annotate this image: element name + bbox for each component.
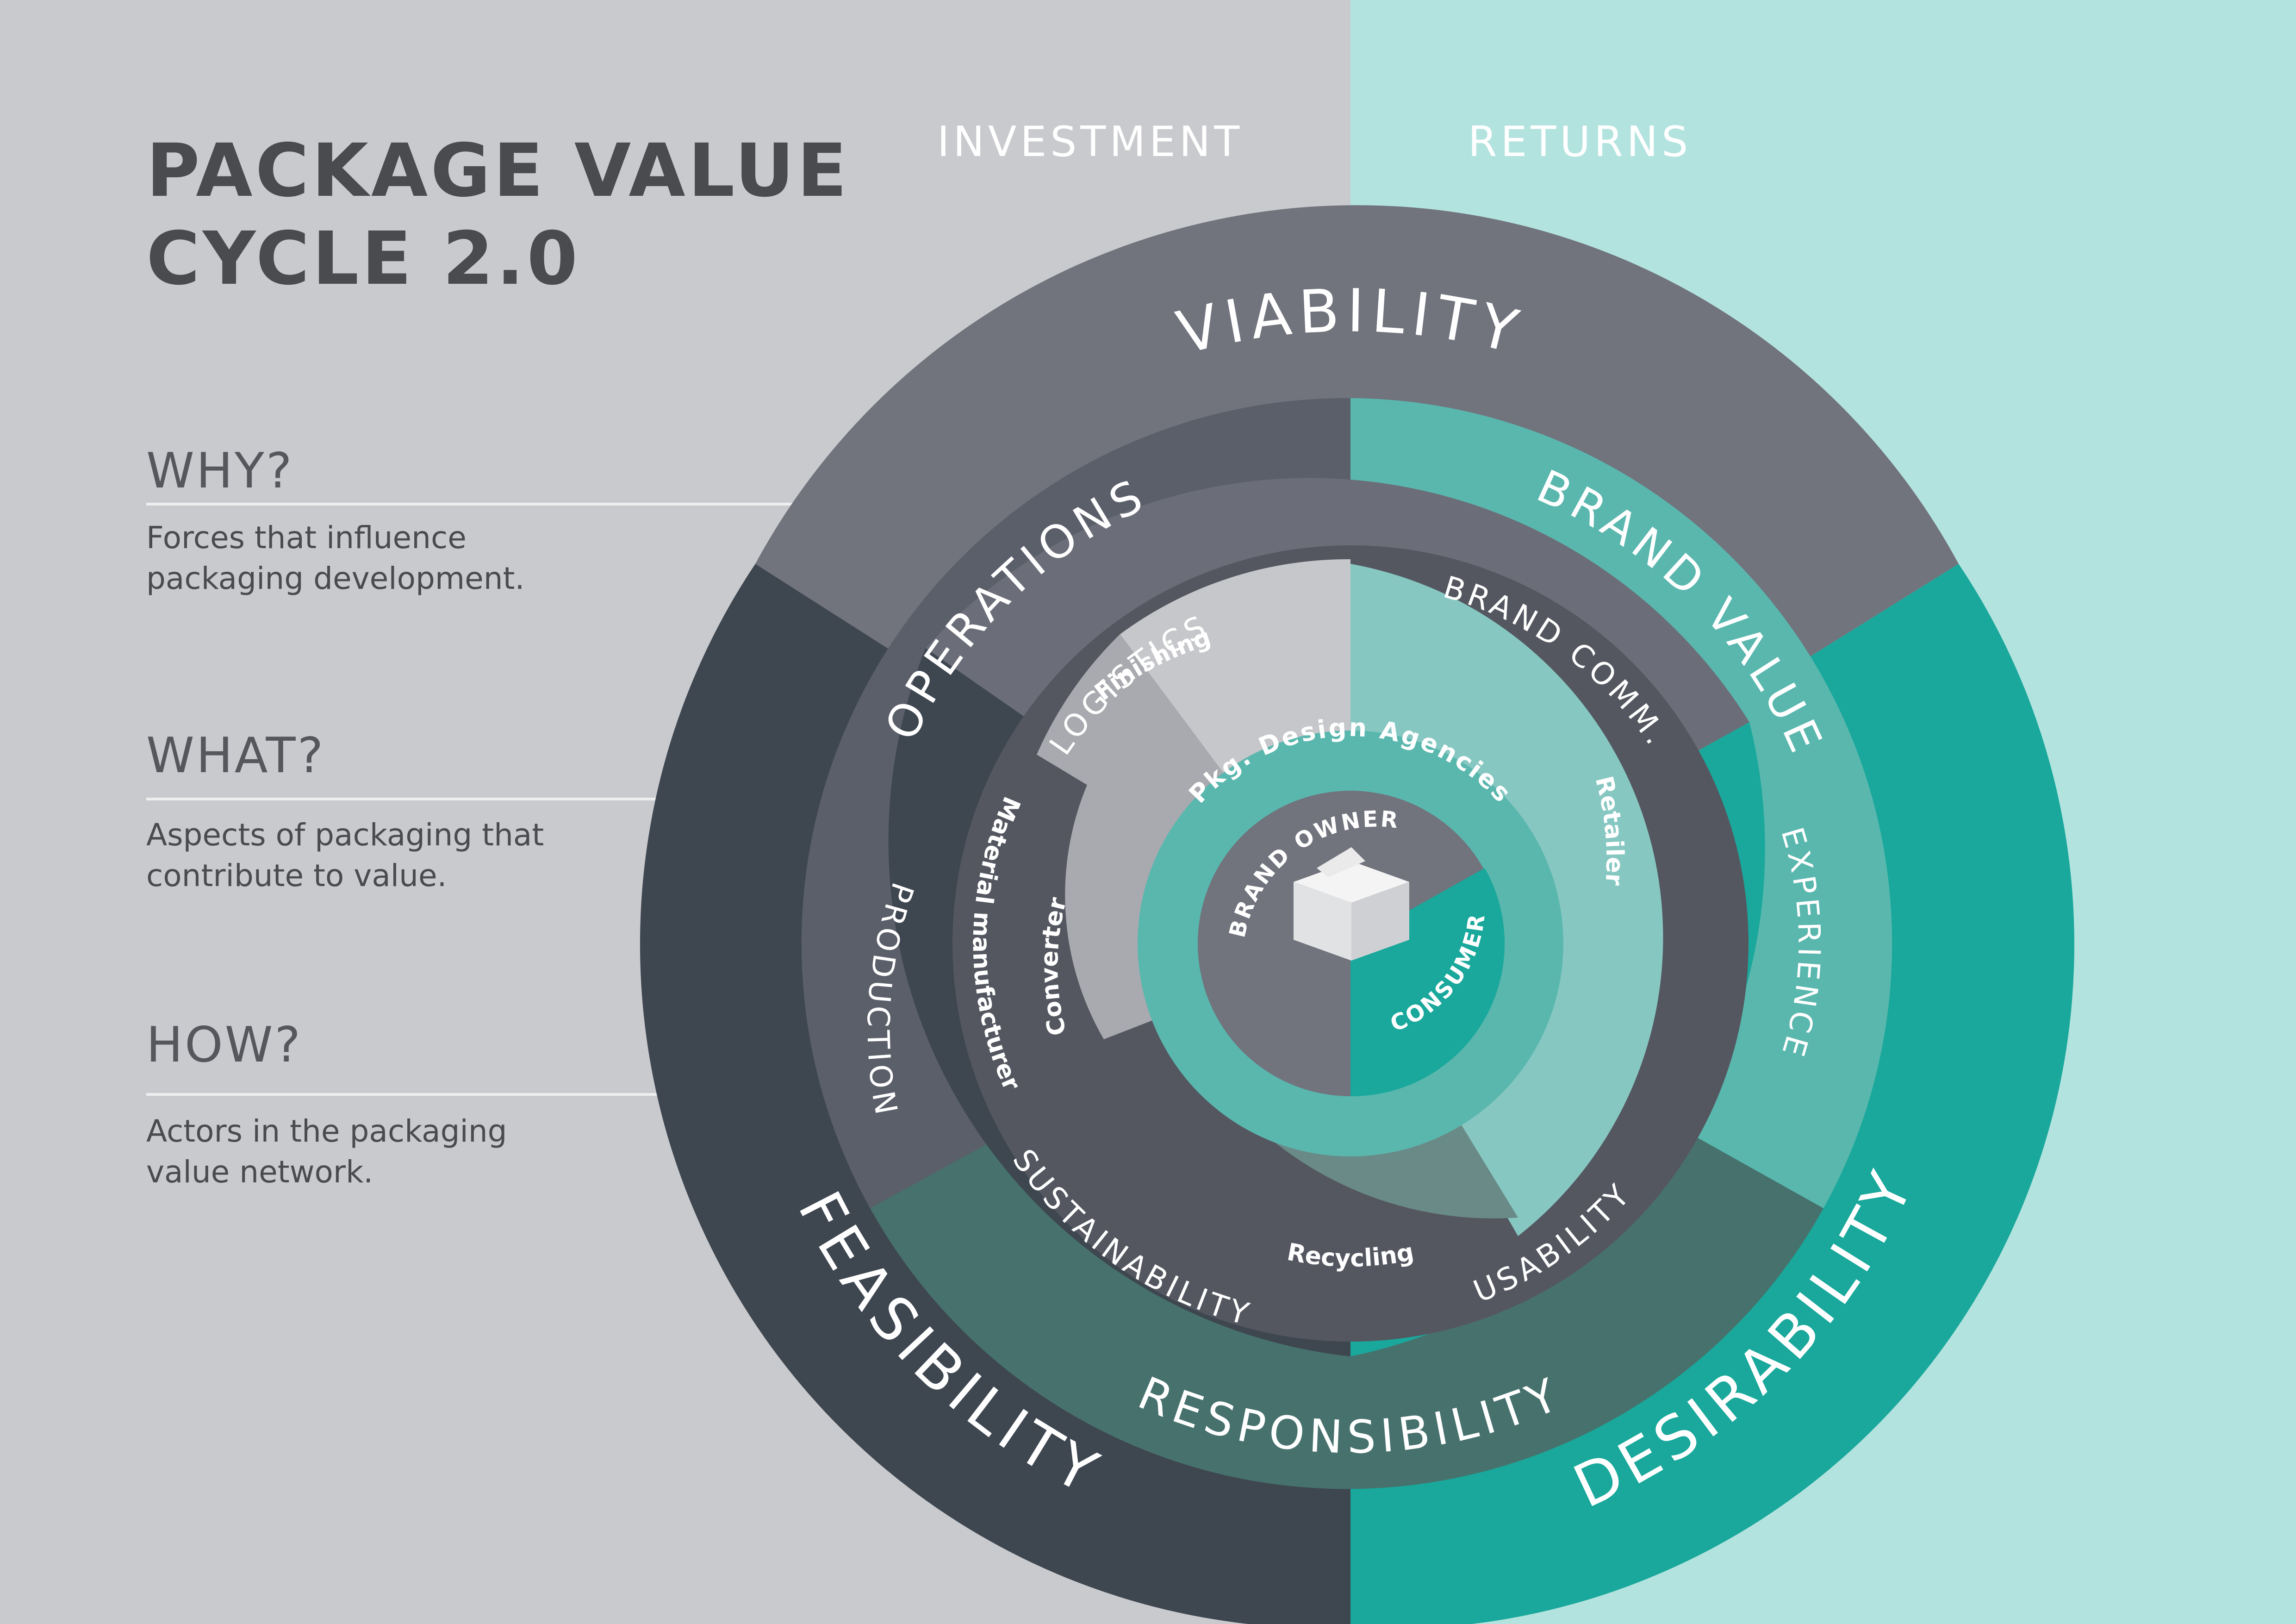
page-title-line-1: PACKAGE VALUE: [146, 128, 850, 213]
how-heading: HOW?: [146, 1017, 303, 1073]
why-rule: [146, 503, 801, 506]
what-heading: WHAT?: [146, 727, 325, 784]
why-description: Forces that influence packaging developme…: [146, 520, 525, 596]
returns-heading: RETURNS: [1468, 118, 1692, 166]
page-title-line-2: CYCLE 2.0: [146, 216, 581, 301]
how-description: Actors in the packaging value network.: [146, 1113, 507, 1190]
what-description: Aspects of packaging that contribute to v…: [146, 817, 544, 893]
investment-heading: INVESTMENT: [937, 118, 1244, 166]
package-box-icon: [1294, 847, 1409, 961]
how-rule: [146, 1093, 1049, 1096]
why-heading: WHY?: [146, 443, 294, 499]
what-rule: [146, 798, 813, 800]
